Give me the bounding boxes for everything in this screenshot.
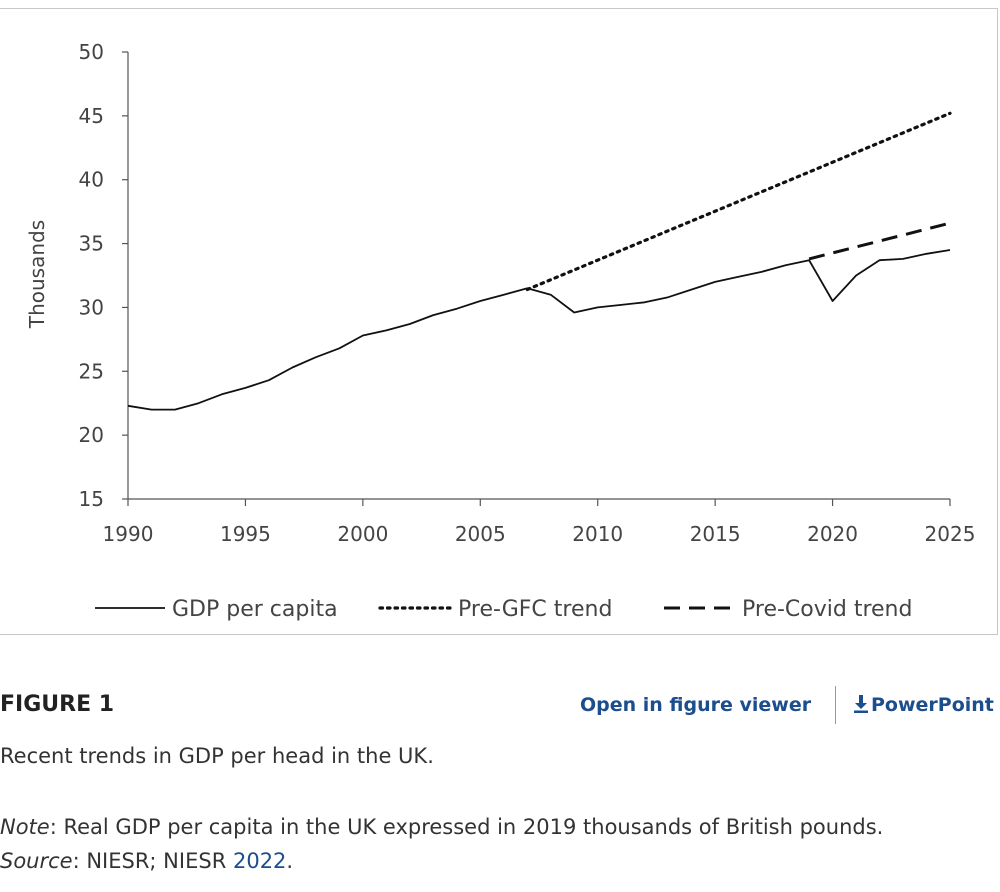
x-tick-label: 2010 [572, 522, 623, 546]
series-line-pre-gfc-trend [525, 111, 952, 292]
source-end: . [286, 849, 294, 873]
note-label: Note [0, 815, 50, 839]
figure-box: 15 20 25 30 35 40 45 50 1990 1995 2000 2005 2010 201… [0, 8, 998, 635]
y-tick-label: 40 [79, 168, 104, 192]
y-tick-label: 35 [79, 232, 104, 256]
y-tick-label: 15 [79, 487, 104, 511]
x-tick-label: 1995 [220, 522, 271, 546]
source-label: Source [0, 849, 73, 873]
x-axis: 1990 1995 2000 2005 2010 2015 2020 2025 [103, 498, 976, 546]
legend: GDP per capita Pre-GFC trend Pre-Covid tre… [95, 597, 912, 622]
caption-row: FIGURE 1 Open in figure viewer PowerPoin… [0, 686, 1000, 724]
y-axis: 15 20 25 30 35 40 45 50 [79, 40, 129, 511]
figure-note: Note: Real GDP per capita in the UK expr… [0, 810, 960, 878]
x-tick-label: 1990 [103, 522, 154, 546]
y-axis-title: Thousands [25, 220, 49, 329]
source-reference-link[interactable]: 2022 [232, 849, 287, 873]
x-tick-label: 2020 [807, 522, 858, 546]
series-lines [127, 111, 952, 411]
series-line-gdp-per-capita [127, 249, 951, 411]
source-text: : NIESR; NIESR [72, 849, 233, 873]
caption-divider [835, 686, 836, 724]
legend-label-pre-gfc-trend: Pre-GFC trend [458, 597, 612, 622]
x-tick-label: 2005 [455, 522, 506, 546]
open-figure-viewer-link[interactable]: Open in figure viewer [580, 694, 812, 716]
y-tick-label: 20 [79, 423, 104, 447]
legend-label-gdp-per-capita: GDP per capita [172, 597, 338, 622]
download-icon [854, 695, 868, 713]
note-text: : Real GDP per capita in the UK expresse… [49, 815, 884, 839]
figure-caption: Recent trends in GDP per head in the UK. [0, 744, 434, 768]
y-tick-label: 30 [79, 295, 104, 319]
y-tick-label: 50 [79, 40, 104, 64]
y-tick-label: 45 [79, 104, 104, 128]
powerpoint-label: PowerPoint [871, 694, 994, 716]
x-tick-label: 2025 [925, 522, 976, 546]
x-tick-label: 2000 [337, 522, 388, 546]
figure-label: FIGURE 1 [0, 692, 115, 717]
powerpoint-download-link[interactable]: PowerPoint [853, 694, 994, 716]
x-tick-label: 2015 [690, 522, 741, 546]
legend-label-pre-covid-trend: Pre-Covid trend [742, 597, 912, 622]
y-tick-label: 25 [79, 359, 104, 383]
